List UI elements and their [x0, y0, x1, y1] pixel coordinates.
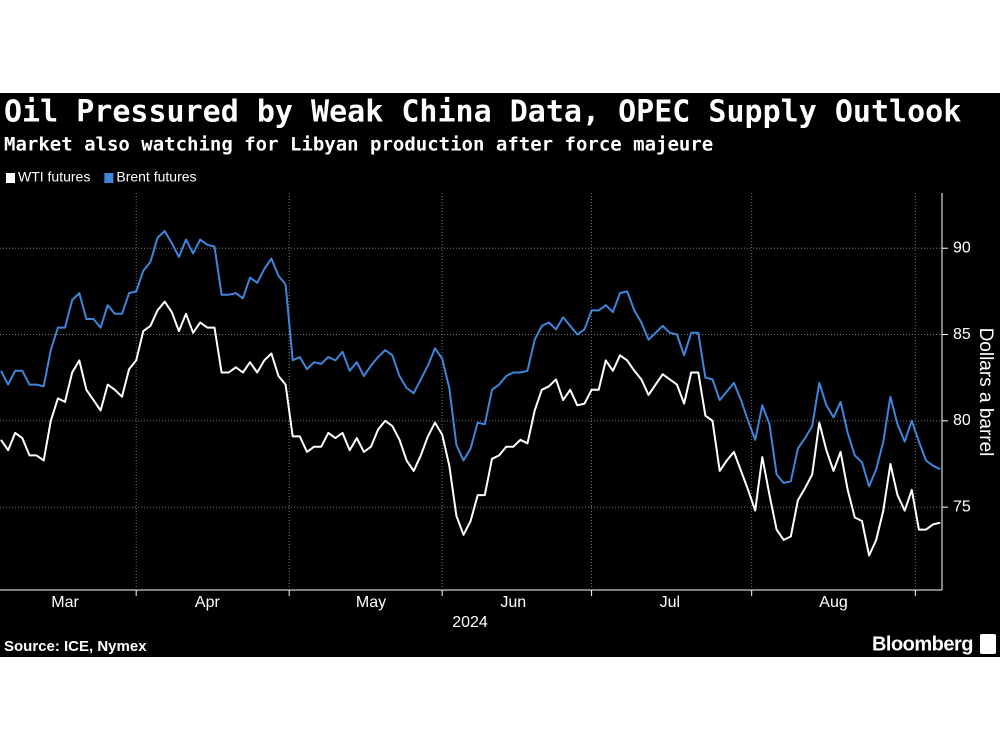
- legend-swatch: [104, 173, 114, 183]
- source: Source: ICE, Nymex: [4, 638, 147, 655]
- brand-icon: [980, 634, 996, 654]
- brand: Bloomberg: [872, 633, 973, 655]
- x-tick-label: Jun: [500, 594, 526, 611]
- y-axis-label: Dollars a barrel: [975, 328, 996, 457]
- y-tick-label: 90: [953, 239, 971, 256]
- y-tick-label: 85: [953, 326, 971, 343]
- legend-label: Brent futures: [116, 169, 196, 185]
- x-axis-label: 2024: [452, 614, 488, 631]
- x-tick-label: Jul: [660, 594, 680, 611]
- chart-title: Oil Pressured by Weak China Data, OPEC S…: [4, 95, 961, 130]
- legend-swatch: [6, 173, 15, 183]
- x-tick-label: Mar: [51, 594, 79, 611]
- line-series: [0, 230, 941, 488]
- line-series: [0, 300, 941, 557]
- y-tick-label: 80: [953, 412, 971, 429]
- x-tick-label: May: [356, 594, 386, 611]
- legend-label: WTI futures: [18, 169, 90, 185]
- background: [0, 93, 1000, 657]
- chart-subtitle: Market also watching for Libyan producti…: [4, 134, 713, 156]
- x-tick-label: Aug: [819, 594, 847, 611]
- y-tick-label: 75: [953, 498, 971, 515]
- x-tick-label: Apr: [195, 594, 221, 611]
